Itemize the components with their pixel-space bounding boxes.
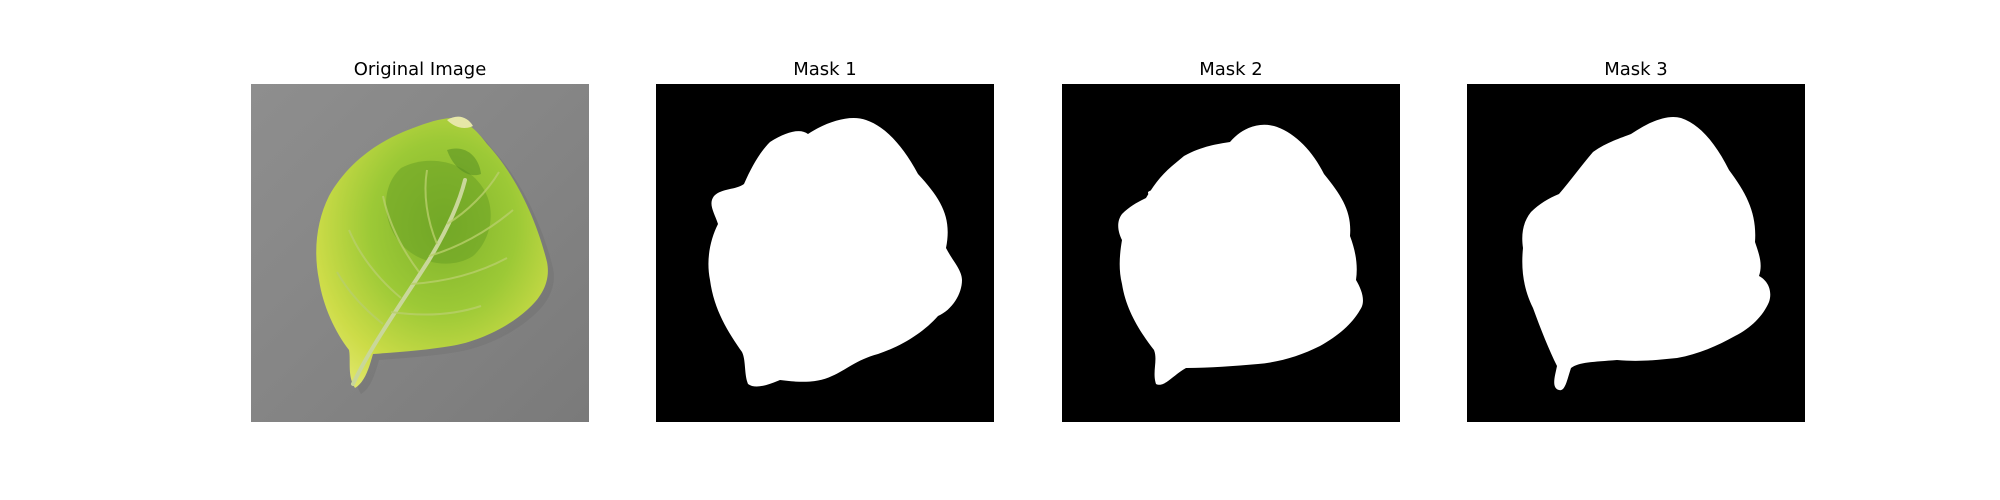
panel-title: Mask 1 [793, 59, 857, 80]
mask-2-region [1118, 124, 1363, 385]
mask-3-region [1522, 116, 1771, 391]
panel-title: Mask 2 [1199, 59, 1263, 80]
panel-mask-2: Mask 2 [1062, 56, 1400, 422]
original-leaf-photo [251, 84, 589, 422]
panel-mask-3: Mask 3 [1467, 56, 1805, 422]
panel-original-image: Original Image [251, 56, 589, 422]
mask-1-image [656, 84, 994, 422]
panel-title: Mask 3 [1604, 59, 1668, 80]
panel-title: Original Image [353, 59, 487, 80]
panel-mask-1: Mask 1 [656, 56, 994, 422]
mask-3-image [1467, 84, 1805, 422]
mask-1-region [708, 117, 962, 387]
mask-2-image [1062, 84, 1400, 422]
